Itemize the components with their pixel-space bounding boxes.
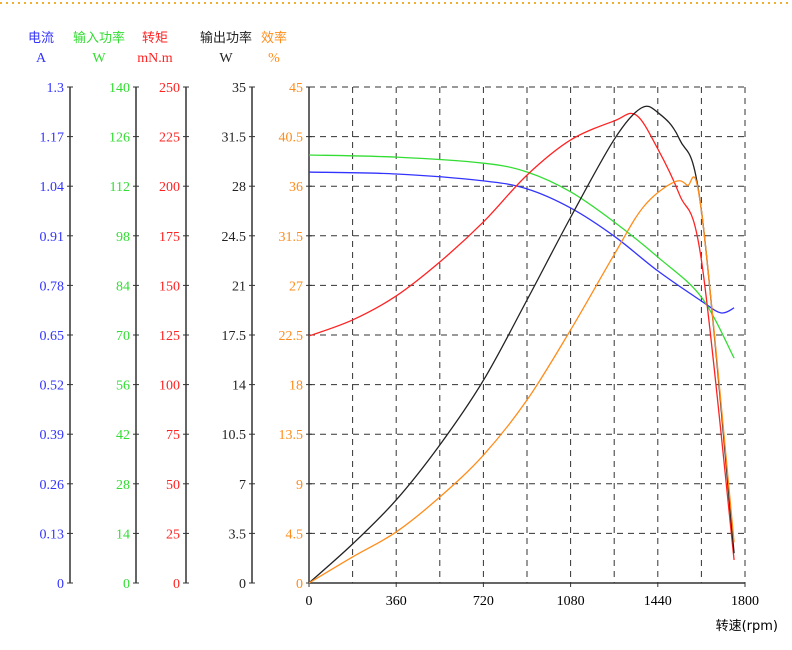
y-tick-label: 70 [116,329,130,344]
y-tick-label: 24.5 [222,230,247,245]
y-tick-label: 10.5 [222,428,247,443]
y-tick-label: 28 [116,478,130,493]
axis-unit: W [219,51,233,66]
y-tick-label: 0 [173,577,180,592]
series-line-% [308,176,735,584]
axis-title: 电流 [28,31,54,46]
y-tick-label: 3.5 [229,527,247,542]
x-axis-label: 转速(rpm) [716,619,778,634]
y-tick-label: 112 [110,180,130,195]
axis-unit: W [92,51,106,66]
y-tick-label: 0 [239,577,246,592]
axis-title: 效率 [261,30,287,46]
y-tick-label: 250 [159,81,180,96]
y-tick-label: 31.5 [222,131,247,146]
y-tick-label: 0.52 [40,379,65,394]
y-tick-label: 140 [109,81,130,96]
y-tick-label: 17.5 [222,329,247,344]
y-tick-label: 1.17 [40,131,65,146]
y-tick-label: 36 [289,180,303,195]
y-tick-label: 27 [289,279,303,294]
y-tick-label: 22.5 [279,329,304,344]
y-tick-label: 0.78 [40,279,65,294]
y-tick-label: 175 [159,230,180,245]
series-line-W [308,154,735,359]
x-tick-label: 1800 [731,594,759,609]
y-tick-label: 25 [166,527,180,542]
y-tick-label: 1.3 [47,81,65,96]
y-tick-label: 75 [166,428,180,443]
y-tick-label: 126 [109,131,130,146]
y-tick-label: 0.26 [40,478,65,493]
y-tick-label: 21 [232,279,246,294]
series-line-mN.m [308,112,735,561]
y-tick-label: 98 [116,230,130,245]
y-tick-label: 14 [232,379,246,394]
y-tick-label: 13.5 [279,428,304,443]
y-tick-label: 56 [116,379,130,394]
axis-title: 输出功率 [200,30,252,46]
y-tick-label: 0.65 [40,329,65,344]
axis-title: 转矩 [142,31,168,46]
y-tick-label: 0.13 [40,527,65,542]
y-tick-label: 35 [232,81,246,96]
y-tick-label: 100 [159,379,180,394]
y-tick-label: 125 [159,329,180,344]
y-tick-label: 7 [239,478,246,493]
y-tick-label: 200 [159,180,180,195]
y-tick-label: 31.5 [279,230,304,245]
axis-unit: % [268,51,280,66]
y-tick-label: 50 [166,478,180,493]
axis-unit: A [36,51,47,66]
y-tick-label: 0 [123,577,130,592]
x-tick-label: 1080 [557,594,585,609]
axis-unit: mN.m [137,51,173,66]
y-tick-label: 1.04 [40,180,65,195]
y-tick-label: 40.5 [279,131,304,146]
y-tick-label: 0.91 [40,230,65,245]
y-tick-label: 28 [232,180,246,195]
y-tick-label: 42 [116,428,130,443]
y-tick-label: 0 [57,577,64,592]
y-tick-label: 0.39 [40,428,65,443]
y-tick-label: 225 [159,131,180,146]
axis-title: 输入功率 [73,30,125,46]
x-tick-label: 1440 [644,594,672,609]
y-tick-label: 4.5 [286,527,304,542]
y-tick-label: 84 [116,279,130,294]
y-tick-label: 45 [289,81,303,96]
series-line-A [308,171,735,314]
y-tick-label: 9 [296,478,303,493]
y-tick-label: 14 [116,527,130,542]
y-tick-label: 0 [296,577,303,592]
series-line-W [308,105,735,584]
x-tick-label: 360 [386,594,407,609]
x-tick-label: 0 [306,594,313,609]
y-tick-label: 18 [289,379,303,394]
x-tick-label: 720 [473,594,494,609]
y-tick-label: 150 [159,279,180,294]
